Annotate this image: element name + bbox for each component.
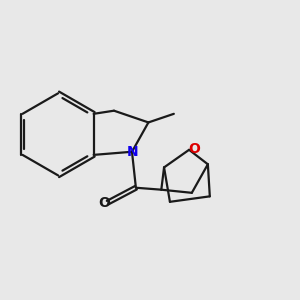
Text: O: O bbox=[189, 142, 200, 156]
Text: O: O bbox=[99, 196, 110, 210]
Text: N: N bbox=[127, 145, 139, 159]
